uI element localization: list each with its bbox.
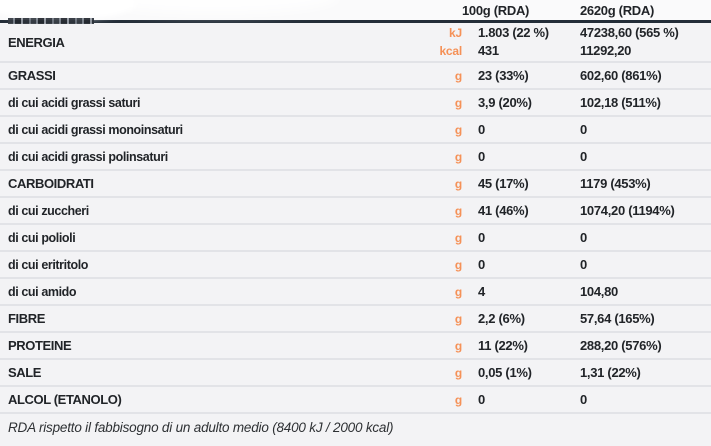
unit-label: g xyxy=(454,311,462,326)
value-2620g: 0 xyxy=(580,256,587,272)
value-2620g-line: 11292,20 xyxy=(580,43,632,58)
column-header-100g: 100g (RDA) xyxy=(462,2,530,18)
value-100g: 0 xyxy=(478,121,485,137)
unit-label: g xyxy=(454,122,462,137)
unit-label: g xyxy=(454,284,462,299)
value-2620g: 47238,60 (565 %) 11292,20 xyxy=(580,24,703,60)
value-100g: 11 (22%) xyxy=(478,337,528,353)
nutrient-label: di cui acidi grassi monoinsaturi xyxy=(8,122,183,137)
nutrient-row-di-cui-acidi-grassi-monoinsaturi: di cui acidi grassi monoinsaturi g 0 0 xyxy=(0,117,711,144)
nutrient-row-proteine: PROTEINE g 11 (22%) 288,20 (576%) xyxy=(0,333,711,360)
nutrient-row-di-cui-acidi-grassi-polinsaturi: di cui acidi grassi polinsaturi g 0 0 xyxy=(0,144,711,171)
nutrient-label: ALCOL (ETANOLO) xyxy=(8,392,122,407)
value-2620g: 602,60 (861%) xyxy=(580,67,662,83)
value-2620g: 0 xyxy=(580,148,587,164)
value-2620g: 288,20 (576%) xyxy=(580,337,662,353)
nutrient-label: di cui acidi grassi polinsaturi xyxy=(8,149,168,164)
value-2620g: 104,80 xyxy=(580,283,618,299)
unit-label: g xyxy=(454,176,462,191)
value-2620g: 0 xyxy=(580,391,587,407)
unit-label: kJ kcal xyxy=(418,24,462,60)
value-2620g: 0 xyxy=(580,121,587,137)
unit-label: g xyxy=(454,257,462,272)
nutrient-row-di-cui-amido: di cui amido g 4 104,80 xyxy=(0,279,711,306)
unit-line: kJ xyxy=(449,26,462,40)
nutrient-row-di-cui-polioli: di cui polioli g 0 0 xyxy=(0,225,711,252)
value-100g: 3,9 (20%) xyxy=(478,94,532,110)
unit-label: g xyxy=(454,149,462,164)
unit-label: g xyxy=(454,95,462,110)
value-2620g: 102,18 (511%) xyxy=(580,94,661,110)
value-100g: 0 xyxy=(478,148,485,164)
nutrient-label: ENERGIA xyxy=(8,34,65,50)
redaction-white-blob-faint xyxy=(90,0,340,14)
nutrient-row-di-cui-zuccheri: di cui zuccheri g 41 (46%) 1074,20 (1194%) xyxy=(0,198,711,225)
table-body: ENERGIA kJ kcal 1.803 (22 %) 431 47238,60 (56… xyxy=(0,23,711,414)
nutrient-row-carboidrati: CARBOIDRATI g 45 (17%) 1179 (453%) xyxy=(0,171,711,198)
nutrient-row-fibre: FIBRE g 2,2 (6%) 57,64 (165%) xyxy=(0,306,711,333)
nutrient-row-alcol-etanolo: ALCOL (ETANOLO) g 0 0 xyxy=(0,387,711,414)
nutrient-label: di cui acidi grassi saturi xyxy=(8,95,141,110)
nutrient-label: FIBRE xyxy=(8,311,46,326)
nutrient-row-di-cui-acidi-grassi-saturi: di cui acidi grassi saturi g 3,9 (20%) 102,… xyxy=(0,90,711,117)
unit-label: g xyxy=(454,365,462,380)
value-100g-line: 431 xyxy=(478,43,499,58)
unit-label: g xyxy=(454,68,462,83)
value-2620g: 1074,20 (1194%) xyxy=(580,202,675,218)
nutrient-row-sale: SALE g 0,05 (1%) 1,31 (22%) xyxy=(0,360,711,387)
nutrient-row-grassi: GRASSI g 23 (33%) 602,60 (861%) xyxy=(0,63,711,90)
nutrient-label: di cui eritritolo xyxy=(8,257,89,272)
value-2620g: 0 xyxy=(580,229,587,245)
nutrient-label: CARBOIDRATI xyxy=(8,176,94,191)
value-2620g: 1,31 (22%) xyxy=(580,364,641,380)
nutrient-label: di cui zuccheri xyxy=(8,203,89,218)
nutrient-label: GRASSI xyxy=(8,68,56,83)
unit-line: kcal xyxy=(439,44,462,58)
value-100g: 23 (33%) xyxy=(478,67,529,83)
unit-label: g xyxy=(454,338,462,353)
value-100g: 4 xyxy=(478,283,485,299)
value-2620g-line: 47238,60 (565 %) xyxy=(580,25,679,40)
value-100g-line: 1.803 (22 %) xyxy=(478,25,549,40)
table-header-row: 100g (RDA) 2620g (RDA) xyxy=(0,0,711,24)
nutrient-label: di cui polioli xyxy=(8,230,76,245)
value-100g: 1.803 (22 %) 431 xyxy=(462,24,580,60)
nutrient-label: SALE xyxy=(8,365,42,380)
unit-label: g xyxy=(454,203,462,218)
value-100g: 0 xyxy=(478,229,485,245)
nutrient-label: PROTEINE xyxy=(8,338,72,353)
value-100g: 0 xyxy=(478,391,485,407)
value-100g: 2,2 (6%) xyxy=(478,310,525,326)
nutrient-row-energia: ENERGIA kJ kcal 1.803 (22 %) 431 47238,60 (56… xyxy=(0,23,711,63)
redaction-white-blob xyxy=(0,0,136,20)
unit-label: g xyxy=(454,230,462,245)
nutrient-label: di cui amido xyxy=(8,284,77,299)
value-100g: 0,05 (1%) xyxy=(478,364,532,380)
value-100g: 45 (17%) xyxy=(478,175,529,191)
value-2620g: 57,64 (165%) xyxy=(580,310,655,326)
value-100g: 41 (46%) xyxy=(478,202,529,218)
nutrient-row-di-cui-eritritolo: di cui eritritolo g 0 0 xyxy=(0,252,711,279)
redacted-text-smudge xyxy=(8,18,94,24)
unit-label: g xyxy=(454,392,462,407)
value-2620g: 1179 (453%) xyxy=(580,175,651,191)
rda-footnote: RDA rispetto il fabbisogno di un adulto … xyxy=(8,420,394,435)
value-100g: 0 xyxy=(478,256,485,272)
column-header-2620g: 2620g (RDA) xyxy=(580,2,654,18)
